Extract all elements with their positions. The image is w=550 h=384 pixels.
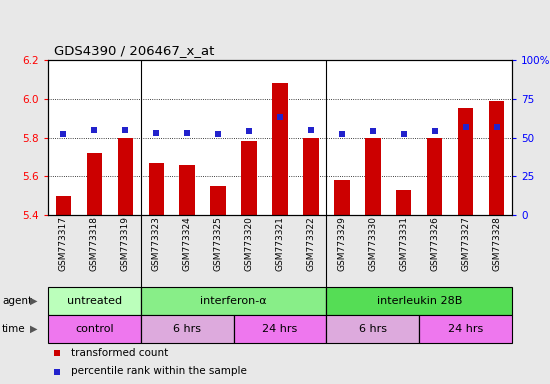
Bar bbox=[427, 137, 442, 215]
Text: transformed count: transformed count bbox=[71, 348, 168, 358]
Bar bbox=[141, 287, 326, 315]
Point bbox=[53, 349, 62, 356]
Bar bbox=[272, 83, 288, 215]
Text: GSM773320: GSM773320 bbox=[245, 217, 254, 271]
Bar bbox=[326, 287, 512, 315]
Bar bbox=[458, 108, 474, 215]
Text: untreated: untreated bbox=[67, 296, 122, 306]
Point bbox=[90, 127, 99, 133]
Text: GSM773327: GSM773327 bbox=[461, 217, 470, 271]
Text: GSM773317: GSM773317 bbox=[59, 217, 68, 271]
Bar bbox=[489, 101, 504, 215]
Bar bbox=[48, 315, 141, 343]
Point bbox=[59, 131, 68, 137]
Point bbox=[276, 114, 284, 121]
Text: GSM773331: GSM773331 bbox=[399, 217, 408, 271]
Text: 6 hrs: 6 hrs bbox=[359, 324, 387, 334]
Point bbox=[214, 131, 223, 137]
Point bbox=[492, 124, 501, 130]
Point bbox=[368, 128, 377, 134]
Text: GSM773326: GSM773326 bbox=[430, 217, 439, 271]
Bar bbox=[334, 180, 350, 215]
Point bbox=[183, 130, 191, 136]
Point bbox=[399, 131, 408, 137]
Text: time: time bbox=[2, 324, 26, 334]
Text: GSM773330: GSM773330 bbox=[368, 217, 377, 271]
Point bbox=[306, 127, 315, 133]
Text: GSM773322: GSM773322 bbox=[306, 217, 316, 271]
Bar bbox=[179, 165, 195, 215]
Text: GSM773329: GSM773329 bbox=[337, 217, 346, 271]
Text: interferon-α: interferon-α bbox=[200, 296, 267, 306]
Point bbox=[121, 127, 130, 133]
Bar bbox=[141, 315, 234, 343]
Bar bbox=[87, 153, 102, 215]
Text: agent: agent bbox=[2, 296, 32, 306]
Point bbox=[53, 368, 62, 374]
Point bbox=[430, 128, 439, 134]
Text: GSM773328: GSM773328 bbox=[492, 217, 501, 271]
Point bbox=[245, 128, 254, 134]
Text: interleukin 28B: interleukin 28B bbox=[377, 296, 462, 306]
Text: GDS4390 / 206467_x_at: GDS4390 / 206467_x_at bbox=[53, 45, 214, 58]
Text: percentile rank within the sample: percentile rank within the sample bbox=[71, 366, 247, 376]
Bar bbox=[365, 137, 381, 215]
Text: GSM773319: GSM773319 bbox=[121, 217, 130, 271]
Bar bbox=[211, 186, 226, 215]
Text: 24 hrs: 24 hrs bbox=[448, 324, 483, 334]
Bar bbox=[241, 141, 257, 215]
Point bbox=[152, 130, 161, 136]
Bar bbox=[234, 315, 326, 343]
Text: ▶: ▶ bbox=[30, 324, 37, 334]
Text: 6 hrs: 6 hrs bbox=[173, 324, 201, 334]
Text: GSM773324: GSM773324 bbox=[183, 217, 192, 271]
Bar bbox=[56, 195, 71, 215]
Text: ▶: ▶ bbox=[30, 296, 37, 306]
Bar bbox=[48, 287, 141, 315]
Bar bbox=[326, 315, 419, 343]
Bar bbox=[303, 137, 318, 215]
Text: GSM773321: GSM773321 bbox=[276, 217, 284, 271]
Bar bbox=[118, 137, 133, 215]
Bar bbox=[419, 315, 512, 343]
Text: GSM773325: GSM773325 bbox=[213, 217, 223, 271]
Text: GSM773318: GSM773318 bbox=[90, 217, 99, 271]
Text: control: control bbox=[75, 324, 114, 334]
Bar bbox=[396, 190, 411, 215]
Text: 24 hrs: 24 hrs bbox=[262, 324, 298, 334]
Point bbox=[338, 131, 346, 137]
Point bbox=[461, 124, 470, 130]
Text: GSM773323: GSM773323 bbox=[152, 217, 161, 271]
Bar bbox=[148, 163, 164, 215]
